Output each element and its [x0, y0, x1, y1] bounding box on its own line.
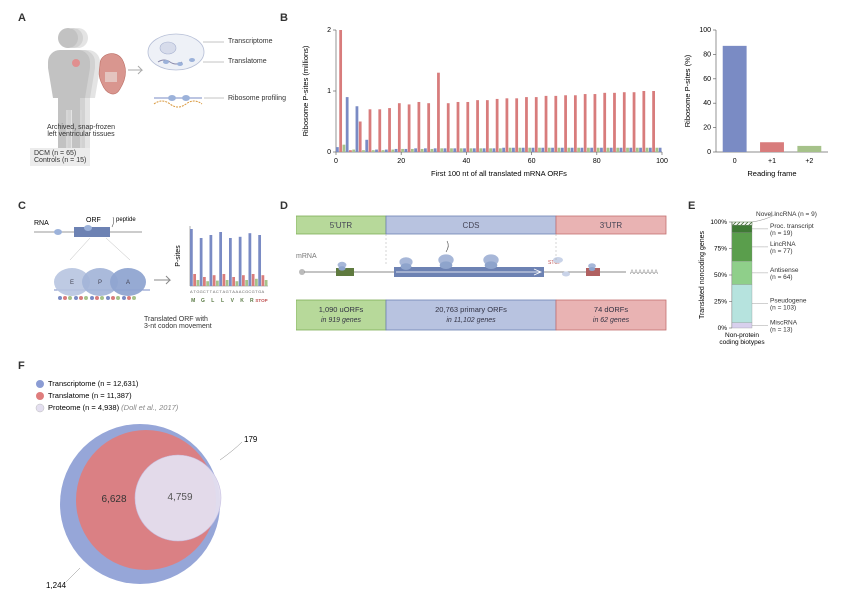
svg-text:2: 2: [327, 27, 331, 34]
svg-text:A: A: [126, 280, 130, 286]
panel-e: Novel lncRNA (n = 9) 0% 25% 50% 75% 100% Trans…: [696, 206, 848, 346]
svg-text:R: R: [250, 298, 254, 304]
svg-text:(n = 13): (n = 13): [770, 326, 793, 333]
svg-text:MiscRNA: MiscRNA: [770, 319, 798, 326]
svg-text:40: 40: [463, 158, 471, 165]
label-controls: Controls (n = 15): [34, 157, 86, 164]
svg-text:0%: 0%: [718, 325, 728, 332]
svg-text:+1: +1: [768, 158, 776, 165]
svg-text:ORF: ORF: [86, 217, 101, 224]
label-archived: Archived, snap-frozen left ventricular t…: [36, 124, 126, 138]
svg-text:20,763 primary ORFs: 20,763 primary ORFs: [435, 305, 507, 314]
svg-text:0: 0: [707, 149, 711, 156]
svg-text:Proc. transcript: Proc. transcript: [770, 223, 814, 230]
panel-label-a: A: [18, 12, 26, 24]
svg-text:20: 20: [397, 158, 405, 165]
svg-text:in 11,102 genes: in 11,102 genes: [446, 317, 496, 324]
panel-c: RNA ORF peptide E P A: [30, 214, 270, 344]
panel-f: Transcriptome (n = 12,631) Translatome (n…: [30, 374, 280, 594]
svg-text:(n = 64): (n = 64): [770, 274, 793, 281]
svg-text:A: A: [262, 289, 265, 294]
svg-text:1,090 uORFs: 1,090 uORFs: [319, 305, 364, 314]
svg-text:(n = 77): (n = 77): [770, 248, 793, 255]
svg-text:L: L: [221, 298, 224, 304]
panel-a: Transcriptome Translatome Ribosome profi…: [30, 24, 270, 189]
svg-text:(n = 19): (n = 19): [770, 230, 793, 237]
svg-text:STOP: STOP: [255, 298, 267, 303]
panel-label-f: F: [18, 360, 25, 372]
label-transcriptome: Transcriptome: [228, 38, 272, 45]
svg-text:First 100 nt of all translated: First 100 nt of all translated mRNA ORFs: [431, 169, 567, 178]
svg-text:in 62 genes: in 62 genes: [593, 317, 630, 324]
svg-text:50%: 50%: [714, 272, 727, 279]
panel-b-left: 012020406080100First 100 nt of all trans…: [298, 22, 668, 182]
panel-label-e: E: [688, 200, 695, 212]
svg-text:75%: 75%: [714, 246, 727, 253]
svg-text:80: 80: [703, 51, 711, 58]
cohort-box: DCM (n = 65) Controls (n = 15): [30, 148, 90, 166]
svg-text:20: 20: [703, 125, 711, 132]
svg-text:P: P: [98, 280, 102, 286]
svg-text:AAAAAAA: AAAAAAA: [630, 270, 658, 276]
svg-text:peptide: peptide: [116, 217, 136, 223]
svg-text:mRNA: mRNA: [296, 253, 317, 260]
panel-d: 5'UTRCDS3'UTRmRNAAAAAAAASTOP1,090 uORFsi…: [296, 212, 672, 342]
svg-text:60: 60: [528, 158, 536, 165]
svg-text:(n = 103): (n = 103): [770, 305, 796, 312]
svg-text:1: 1: [327, 88, 331, 95]
svg-text:100: 100: [699, 27, 711, 34]
svg-text:+2: +2: [805, 158, 813, 165]
svg-text:Novel lncRNA (n = 9): Novel lncRNA (n = 9): [756, 211, 817, 218]
svg-text:K: K: [240, 298, 244, 304]
svg-text:4,759: 4,759: [167, 492, 192, 503]
svg-text:0: 0: [733, 158, 737, 165]
svg-text:Translated noncoding genes: Translated noncoding genes: [699, 230, 706, 319]
svg-text:LincRNA: LincRNA: [770, 241, 796, 248]
svg-text:3'UTR: 3'UTR: [600, 221, 623, 230]
svg-text:L: L: [211, 298, 214, 304]
svg-text:100%: 100%: [710, 219, 727, 226]
svg-text:G: G: [201, 298, 205, 304]
label-dcm: DCM (n = 65): [34, 150, 86, 157]
svg-text:coding biotypes: coding biotypes: [719, 339, 765, 346]
label-translatome: Translatome: [228, 58, 267, 65]
svg-text:Ribosome P-sites (millions): Ribosome P-sites (millions): [301, 45, 310, 136]
svg-text:Proteome (n = 4,938) (Doll et: Proteome (n = 4,938) (Doll et al., 2017): [48, 403, 179, 412]
svg-text:V: V: [231, 298, 235, 304]
svg-text:P-sites: P-sites: [175, 245, 182, 267]
svg-text:Reading frame: Reading frame: [747, 169, 796, 178]
svg-text:E: E: [70, 280, 74, 286]
label-riboprof: Ribosome profiling: [228, 95, 286, 102]
svg-text:Ribosome P-sites (%): Ribosome P-sites (%): [683, 54, 692, 127]
panel-label-d: D: [280, 200, 288, 212]
svg-text:5'UTR: 5'UTR: [330, 221, 353, 230]
svg-text:100: 100: [656, 158, 668, 165]
svg-text:M: M: [191, 298, 195, 304]
svg-text:Non-protein: Non-protein: [725, 332, 759, 339]
svg-text:25%: 25%: [714, 299, 727, 306]
svg-text:in 919 genes: in 919 genes: [321, 317, 362, 324]
svg-text:CDS: CDS: [463, 221, 480, 230]
svg-text:74 dORFs: 74 dORFs: [594, 305, 628, 314]
panel-label-c: C: [18, 200, 26, 212]
svg-text:Antisense: Antisense: [770, 267, 799, 274]
c-caption: Translated ORF with 3-nt codon movement: [144, 316, 268, 330]
svg-text:0: 0: [327, 149, 331, 156]
svg-text:Transcriptome (n = 12,631): Transcriptome (n = 12,631): [48, 379, 139, 388]
panel-b-right: 0 20 40 60 80 100 0 +1 +2 Reading frame Ribosome P…: [680, 22, 840, 182]
svg-text:80: 80: [593, 158, 601, 165]
svg-text:0: 0: [334, 158, 338, 165]
svg-text:6,628: 6,628: [101, 494, 126, 505]
svg-text:Translatome (n = 11,387): Translatome (n = 11,387): [48, 391, 132, 400]
svg-text:179: 179: [244, 435, 258, 444]
panel-label-b: B: [280, 12, 288, 24]
svg-text:40: 40: [703, 100, 711, 107]
svg-text:RNA: RNA: [34, 220, 49, 227]
svg-text:1,244: 1,244: [46, 581, 67, 590]
svg-text:60: 60: [703, 76, 711, 83]
svg-text:Pseudogene: Pseudogene: [770, 298, 807, 305]
